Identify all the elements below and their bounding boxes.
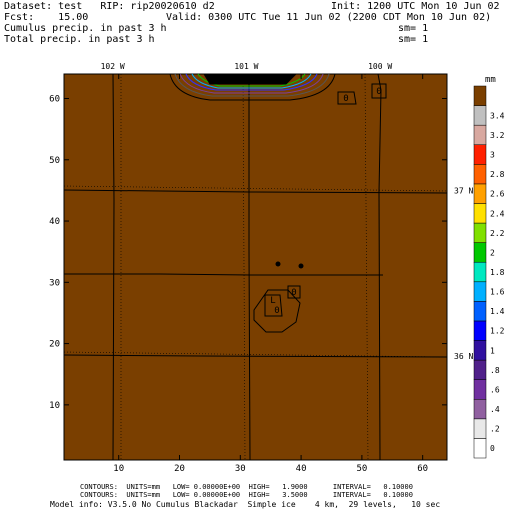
longitude-label: 101 W	[234, 62, 258, 71]
colorbar-level: .6	[490, 385, 500, 394]
colorbar-level: 2.6	[490, 190, 505, 199]
x-tick-label: 40	[296, 464, 307, 474]
colorbar-swatch	[473, 261, 487, 283]
y-tick-label: 30	[49, 278, 60, 288]
colorbar-level: 2.2	[490, 229, 505, 238]
colorbar-swatch	[473, 183, 487, 204]
field2-title: Total precip. in past 3 h	[4, 34, 155, 45]
colorbar-level: 0	[490, 444, 495, 453]
colorbar-swatch	[473, 144, 487, 165]
colorbar-level: .8	[490, 366, 500, 375]
dataset-label: Dataset: test RIP: rip20020610 d2	[4, 1, 215, 12]
x-tick-label: 50	[356, 464, 367, 474]
colorbar-swatch	[473, 438, 487, 459]
map-background	[63, 73, 448, 461]
longitude-label: 102 W	[101, 62, 125, 71]
colorbar-level: 1.2	[490, 327, 505, 336]
station-dot	[275, 261, 281, 267]
init-time-label: Init: 1200 UTC Mon 10 Jun 02	[331, 1, 500, 12]
x-tick-label: 30	[235, 464, 246, 474]
colorbar-level: 3.4	[490, 111, 505, 120]
field1-smoothing: sm= 1	[398, 23, 429, 34]
lat-lon-grid	[63, 73, 448, 461]
precip-contours-local	[253, 83, 387, 333]
colorbar-level: 1	[490, 346, 495, 355]
forecast-hour-label: Fcst: 15.00	[4, 12, 89, 23]
y-axis-ticks: 10 20 30 40 50 60	[49, 95, 447, 411]
longitude-labels: 102 W 101 W 100 W	[101, 62, 393, 71]
colorbar-swatch	[473, 301, 487, 322]
low-value: 0	[274, 306, 279, 316]
colorbar-swatch	[473, 164, 487, 185]
colorbar-swatch	[473, 320, 487, 341]
latitude-labels: 37 N 36 N	[454, 186, 473, 360]
x-tick-label: 20	[174, 464, 185, 474]
colorbar-swatch	[473, 124, 487, 145]
field2-smoothing: sm= 1	[398, 34, 429, 45]
latitude-label: 37 N	[454, 186, 473, 195]
colorbar-level: 2	[490, 248, 495, 257]
y-tick-label: 20	[49, 340, 60, 350]
contour-label: 0	[376, 87, 381, 97]
colorbar-level: 1.4	[490, 307, 505, 316]
colorbar-level: 1.6	[490, 288, 505, 297]
station-dot	[298, 263, 304, 269]
contour-label: 0	[291, 288, 296, 298]
x-tick-label: 10	[113, 464, 124, 474]
colorbar-level: 2.4	[490, 209, 505, 218]
valid-time-label: Valid: 0300 UTC Tue 11 Jun 02 (2200 CDT …	[166, 12, 492, 23]
colorbar-swatch	[473, 281, 487, 302]
colorbar-level: 3.2	[490, 131, 505, 140]
colorbar-level: 1.8	[490, 268, 505, 277]
colorbar-swatch	[473, 399, 487, 420]
footer-contours-2: CONTOURS: UNITS=mm LOW= 0.00000E+00 HIGH…	[80, 491, 413, 499]
y-tick-label: 10	[49, 401, 60, 411]
field1-title: Cumulus precip. in past 3 h	[4, 23, 167, 34]
y-tick-label: 50	[49, 156, 60, 166]
x-axis-ticks: 10 20 30 40 50 60	[113, 74, 428, 474]
y-tick-label: 40	[49, 217, 60, 227]
county-boundaries	[63, 73, 448, 461]
colorbar-swatch	[473, 85, 487, 106]
colorbar-level: .2	[490, 425, 500, 434]
colorbar-level: 2.8	[490, 170, 505, 179]
precip-colorbar: 0 .2 .4 .6 .8 1 1.2 1.4 1.6 1.8 2 2.2 2.4 2.6 2.8 3 3.2 3…	[473, 85, 505, 459]
colorbar-swatch	[473, 203, 487, 224]
colorbar-swatch	[473, 418, 487, 439]
colorbar-swatch	[473, 242, 487, 263]
x-tick-label: 60	[417, 464, 428, 474]
footer-model-info: Model info: V3.5.0 No Cumulus Blackadar …	[50, 500, 441, 509]
low-marker: L	[270, 296, 275, 306]
colorbar-swatch	[473, 105, 487, 126]
y-tick-label: 60	[49, 95, 60, 105]
contour-label: 0	[343, 94, 348, 104]
colorbar-swatch	[473, 359, 487, 380]
colorbar-swatch	[473, 340, 487, 361]
colorbar-unit: mm	[485, 75, 496, 85]
colorbar-swatch	[473, 222, 487, 243]
longitude-label: 100 W	[368, 62, 392, 71]
precip-contours-north	[169, 73, 336, 101]
footer-contours-1: CONTOURS: UNITS=mm LOW= 0.00000E+00 HIGH…	[80, 483, 413, 491]
colorbar-level: .4	[490, 405, 500, 414]
colorbar-swatch	[473, 379, 487, 400]
latitude-label: 36 N	[454, 352, 473, 361]
colorbar-level: 3	[490, 151, 495, 160]
